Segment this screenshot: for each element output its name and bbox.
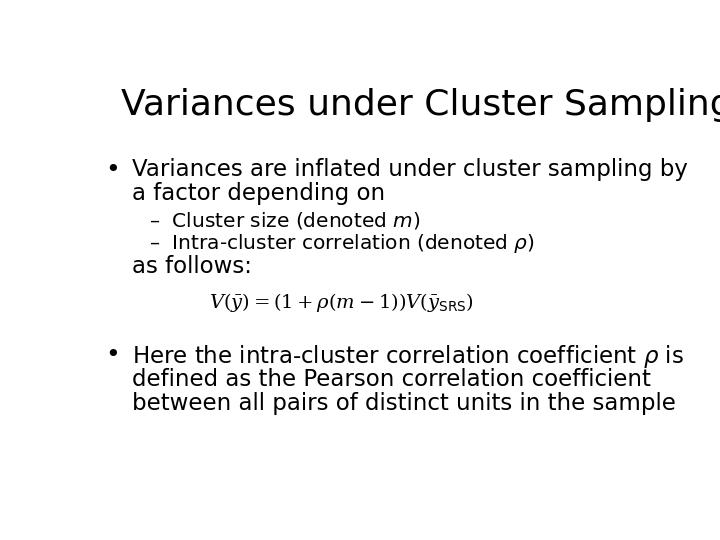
Text: –  Intra-cluster correlation (denoted $\rho$): – Intra-cluster correlation (denoted $\r… [148, 232, 534, 255]
Text: •: • [105, 343, 120, 367]
Text: $V(\bar{y}) = (1+\rho(m-1))V(\bar{y}_{\mathsf{SRS}})$: $V(\bar{y}) = (1+\rho(m-1))V(\bar{y}_{\m… [209, 292, 474, 314]
Text: Variances under Cluster Sampling: Variances under Cluster Sampling [121, 87, 720, 122]
Text: Here the intra-cluster correlation coefficient $\rho$ is: Here the intra-cluster correlation coeff… [132, 343, 684, 370]
Text: Variances are inflated under cluster sampling by: Variances are inflated under cluster sam… [132, 158, 688, 181]
Text: between all pairs of distinct units in the sample: between all pairs of distinct units in t… [132, 392, 676, 415]
Text: •: • [105, 158, 120, 183]
Text: as follows:: as follows: [132, 255, 252, 278]
Text: defined as the Pearson correlation coefficient: defined as the Pearson correlation coeff… [132, 368, 651, 390]
Text: –  Cluster size (denoted $m$): – Cluster size (denoted $m$) [148, 210, 420, 231]
Text: a factor depending on: a factor depending on [132, 183, 385, 206]
